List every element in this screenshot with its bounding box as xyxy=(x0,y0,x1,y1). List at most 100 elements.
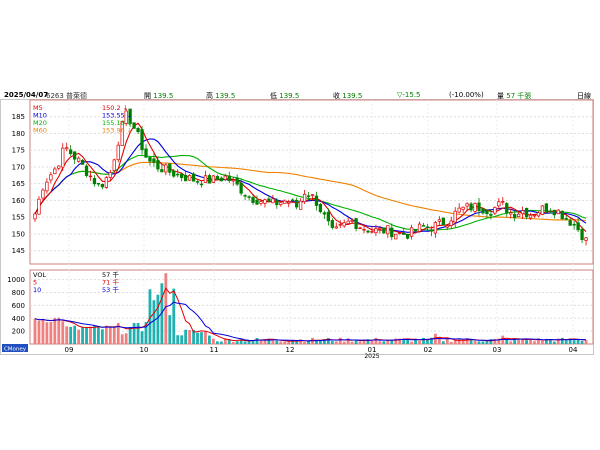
candle-body xyxy=(536,212,541,217)
candle-body xyxy=(156,160,160,170)
volume-bar xyxy=(192,330,195,344)
candle-body xyxy=(180,173,184,179)
candle-body xyxy=(326,211,331,222)
candle-body xyxy=(532,214,537,217)
candle-body xyxy=(148,157,152,162)
candle-body xyxy=(465,203,469,207)
candle-body xyxy=(322,212,327,215)
candle-body xyxy=(49,174,53,181)
price-tick-label: 185 xyxy=(12,113,25,121)
volume-bar xyxy=(37,320,41,344)
volume-bar xyxy=(259,339,263,344)
volume-bar xyxy=(267,338,271,344)
volume-bar xyxy=(485,340,489,344)
volume-ma10-line xyxy=(34,301,587,342)
volume-bar xyxy=(104,325,108,344)
volume-bar xyxy=(184,329,188,344)
volume-bar xyxy=(307,341,310,344)
volume-bar xyxy=(525,340,528,344)
candle-body xyxy=(41,189,45,199)
price-tick-label: 175 xyxy=(12,147,25,155)
candle-body xyxy=(382,227,386,234)
candle-body xyxy=(227,175,231,182)
candle-body xyxy=(120,121,124,146)
candle-body xyxy=(473,203,477,212)
volume-bar xyxy=(33,318,37,344)
volume-bar xyxy=(461,340,465,344)
price-tick-label: 145 xyxy=(12,247,25,255)
candle-body xyxy=(84,165,89,176)
candle-body xyxy=(354,218,358,229)
volume-bar xyxy=(322,339,326,344)
candle-body xyxy=(291,199,295,202)
volume-bar xyxy=(208,335,211,344)
volume-bar xyxy=(73,325,77,344)
volume-bar xyxy=(430,337,433,344)
candle-body xyxy=(243,195,247,197)
volume-bar xyxy=(287,341,291,344)
price-tick-label: 150 xyxy=(12,230,25,238)
volume-bar xyxy=(255,338,259,344)
volume-tick-label: 800 xyxy=(12,289,25,297)
volume-bar xyxy=(65,326,69,344)
candle-body xyxy=(211,175,216,183)
candle-body xyxy=(128,108,132,124)
header-low: 低 139.5 xyxy=(270,91,299,101)
candle-body xyxy=(346,220,350,224)
volume-bar xyxy=(204,331,207,344)
price-legend-value: 153.55 ↓ xyxy=(102,112,132,120)
volume-bar xyxy=(132,323,136,344)
volume-bar xyxy=(481,341,485,344)
volume-bar xyxy=(247,340,251,344)
candle-body xyxy=(572,223,576,226)
candle-body xyxy=(88,175,93,178)
volume-bar xyxy=(445,338,449,344)
candle-body xyxy=(259,201,263,204)
volume-bar xyxy=(414,338,417,344)
candle-body xyxy=(45,181,49,192)
volume-bar xyxy=(457,339,461,344)
candle-body xyxy=(560,210,564,220)
volume-bar xyxy=(156,294,160,344)
volume-bar xyxy=(541,340,544,344)
volume-bar xyxy=(418,340,421,344)
volume-bar xyxy=(469,339,473,344)
volume-bar xyxy=(382,341,386,344)
volume-bar xyxy=(533,341,536,344)
volume-panel xyxy=(29,269,594,345)
high-value: 139.5 xyxy=(215,92,236,100)
x-tick-label: 10 xyxy=(140,346,149,354)
candle-body xyxy=(37,198,41,215)
volume-bar xyxy=(449,341,453,344)
header-change: ▽-15.5 xyxy=(397,91,421,99)
volume-bar xyxy=(136,322,140,344)
candle-body xyxy=(330,220,334,228)
candle-body xyxy=(80,159,85,165)
volume-bar xyxy=(81,327,84,344)
header-open: 開 139.5 xyxy=(144,91,173,101)
candle-body xyxy=(417,223,422,232)
candle-body xyxy=(584,237,588,241)
candle-body xyxy=(172,170,176,177)
volume-bar xyxy=(453,340,457,344)
candle-body xyxy=(294,199,299,208)
volume-bar xyxy=(41,319,45,344)
volume-bar xyxy=(211,338,215,344)
volume-bar xyxy=(93,325,96,344)
candle-body xyxy=(199,183,204,186)
volume-bar xyxy=(97,326,100,344)
candle-body xyxy=(65,147,69,150)
candle-body xyxy=(247,196,251,198)
candle-body xyxy=(576,222,580,231)
candle-body xyxy=(124,110,128,124)
volume-bar xyxy=(398,338,402,344)
volume-bar xyxy=(315,340,318,344)
volume-legend-name: 5 xyxy=(33,279,37,287)
candle-body xyxy=(362,229,366,231)
volume-bar xyxy=(402,338,406,344)
volume-bar xyxy=(576,339,580,344)
volume-bar xyxy=(493,338,497,344)
candle-body xyxy=(57,165,61,169)
candle-body xyxy=(374,228,378,234)
